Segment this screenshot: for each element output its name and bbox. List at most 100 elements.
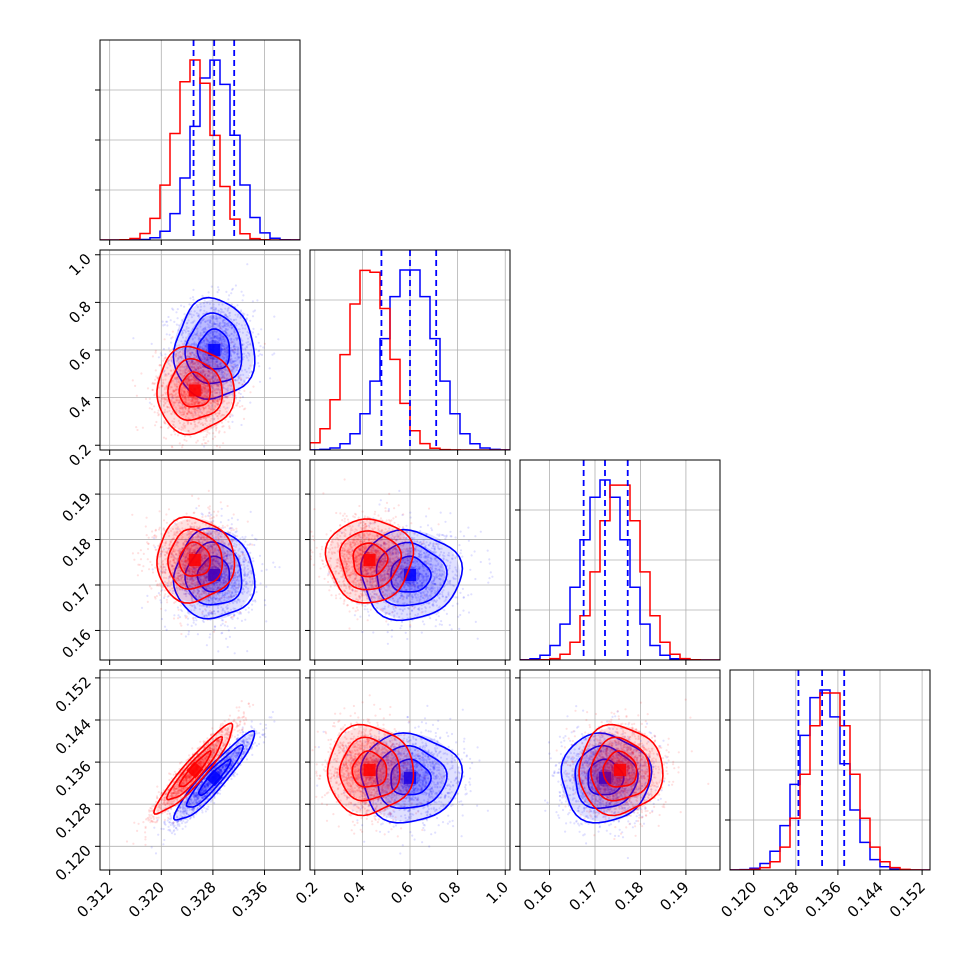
- sample-point: [239, 537, 242, 540]
- sample-point: [198, 344, 201, 348]
- sample-point: [260, 353, 264, 356]
- sample-point: [163, 589, 166, 592]
- sample-point: [215, 514, 218, 517]
- sample-point: [186, 383, 189, 386]
- sample-point: [206, 410, 209, 413]
- sample-point: [218, 430, 221, 433]
- sample-point: [221, 370, 224, 373]
- sample-point: [211, 404, 214, 407]
- sample-point: [232, 367, 235, 370]
- sample-point: [183, 313, 186, 316]
- sample-point: [215, 426, 218, 429]
- sample-point: [197, 362, 200, 366]
- sample-point: [211, 363, 214, 366]
- sample-point: [217, 378, 220, 381]
- sample-point: [157, 376, 160, 379]
- sample-point: [208, 378, 211, 381]
- sample-point: [179, 604, 182, 607]
- sample-point: [205, 390, 208, 393]
- sample-point: [167, 359, 170, 362]
- sample-point: [220, 349, 223, 352]
- sample-point: [242, 294, 245, 297]
- sample-point: [176, 349, 179, 352]
- sample-point: [213, 378, 217, 381]
- sample-point: [233, 347, 236, 350]
- sample-point: [177, 329, 180, 332]
- sample-point: [218, 334, 221, 337]
- sample-point: [167, 427, 170, 430]
- sample-point: [251, 300, 254, 303]
- sample-point: [165, 628, 168, 632]
- sample-point: [216, 402, 220, 405]
- sample-point: [234, 365, 237, 368]
- sample-point: [232, 319, 235, 322]
- sample-point: [203, 348, 206, 351]
- sample-point: [173, 614, 176, 617]
- sample-point: [225, 373, 228, 376]
- sample-point: [219, 365, 222, 368]
- sample-point: [151, 388, 154, 392]
- sample-point: [225, 396, 228, 399]
- sample-point: [207, 326, 210, 329]
- sample-point: [178, 366, 182, 369]
- sample-point: [155, 420, 158, 424]
- sample-point: [217, 388, 220, 391]
- sample-point: [202, 344, 205, 347]
- sample-point: [187, 360, 190, 363]
- sample-point: [167, 347, 170, 350]
- sample-point: [209, 378, 212, 381]
- sample-point: [203, 305, 206, 308]
- sample-point: [194, 368, 197, 371]
- sample-point: [231, 287, 234, 290]
- sample-point: [203, 357, 206, 361]
- sample-point: [204, 395, 207, 398]
- sample-point: [161, 320, 164, 323]
- sample-point: [197, 381, 201, 384]
- sample-point: [225, 349, 228, 352]
- sample-point: [234, 451, 236, 453]
- sample-point: [194, 408, 197, 411]
- sample-point: [223, 387, 226, 390]
- sample-point: [252, 310, 255, 313]
- sample-point: [160, 354, 163, 357]
- sample-point: [206, 323, 209, 326]
- sample-point: [209, 318, 212, 321]
- sample-point: [202, 370, 205, 373]
- sample-point: [193, 380, 197, 383]
- sample-point: [195, 400, 199, 403]
- sample-point: [253, 599, 256, 602]
- sample-point: [164, 356, 167, 359]
- sample-point: [187, 380, 190, 383]
- sample-point: [209, 517, 212, 520]
- sample-point: [166, 410, 169, 413]
- sample-point: [154, 378, 157, 381]
- sample-point: [195, 367, 198, 370]
- sample-point: [204, 417, 207, 420]
- sample-point: [236, 369, 239, 372]
- sample-point: [191, 338, 194, 341]
- sample-point: [208, 335, 211, 338]
- sample-point: [228, 334, 231, 337]
- sample-point: [233, 329, 236, 333]
- sample-point: [203, 354, 206, 357]
- sample-point: [196, 407, 199, 410]
- sample-point: [208, 302, 212, 305]
- sample-point: [162, 324, 165, 327]
- sample-point: [210, 385, 213, 388]
- sample-point: [179, 348, 182, 351]
- sample-point: [230, 413, 233, 416]
- sample-point: [213, 380, 216, 383]
- sample-point: [213, 372, 216, 375]
- sample-point: [205, 358, 208, 361]
- sample-point: [200, 411, 203, 414]
- sample-point: [238, 611, 242, 614]
- sample-point: [225, 347, 228, 350]
- sample-point: [188, 381, 191, 384]
- sample-point: [171, 401, 174, 404]
- sample-point: [260, 569, 263, 573]
- sample-point: [226, 349, 229, 352]
- sample-point: [194, 402, 197, 405]
- sample-point: [175, 352, 178, 355]
- histogram-panel-0: [95, 39, 301, 241]
- sample-point: [209, 321, 212, 324]
